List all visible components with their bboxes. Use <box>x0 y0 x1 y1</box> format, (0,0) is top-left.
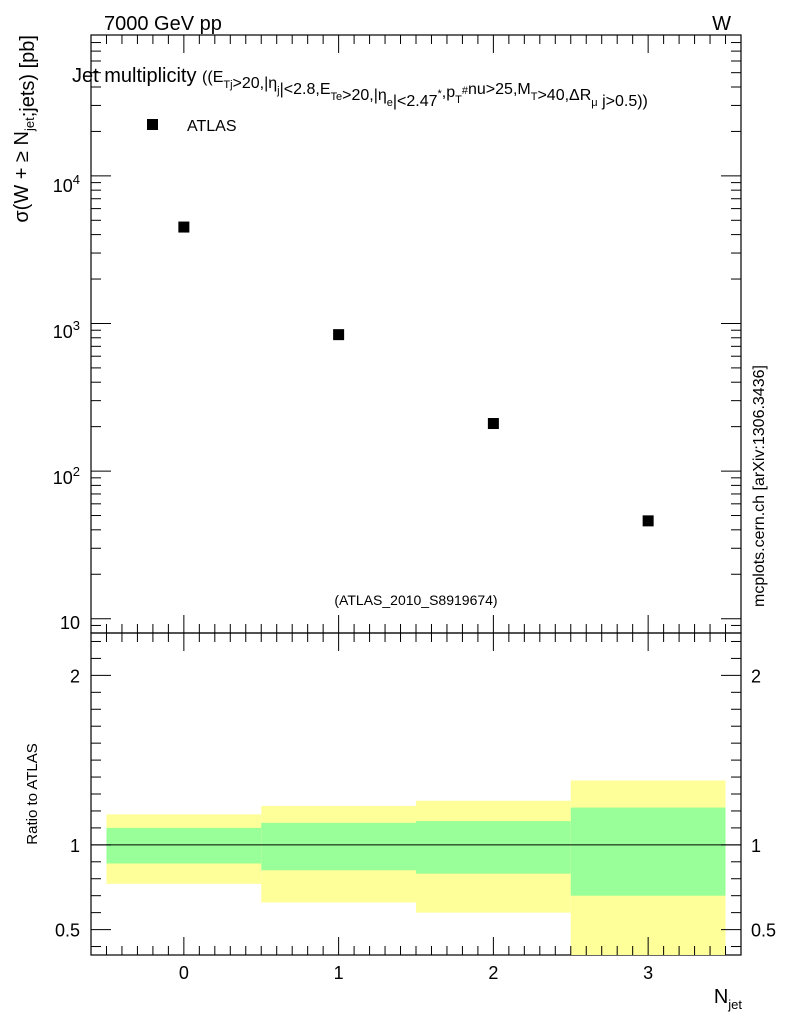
x-tick-label: 3 <box>643 963 653 983</box>
mcplots-watermark: mcplots.cern.ch [arXiv:1306.3436] <box>751 365 768 607</box>
ratio-band-inner-2 <box>416 821 571 874</box>
ratio-band-inner-0 <box>106 827 262 864</box>
ratio-y-tick-label-right: 2 <box>751 666 761 686</box>
y-tick-label-10000: 104 <box>53 172 80 196</box>
data-point-1 <box>333 329 345 341</box>
ratio-axis-ticks <box>91 640 741 948</box>
x-tick-label: 2 <box>488 963 498 983</box>
x-axis-label: Njet <box>714 986 743 1012</box>
main-y-axis-label: σ(W + ≥ Njet;jets) [pb] <box>11 35 39 223</box>
header-energy-label: 7000 GeV pp <box>104 13 222 35</box>
x-tick-label: 0 <box>179 963 189 983</box>
data-point-0 <box>178 221 190 233</box>
ratio-y-tick-label-left: 2 <box>70 666 80 686</box>
ratio-y-tick-labels: 0.5 0.5 1 1 2 2 <box>55 666 776 940</box>
main-axis-ticks <box>91 34 741 634</box>
legend-marker <box>147 119 158 130</box>
data-point-3 <box>642 515 654 527</box>
ratio-band-inner-3 <box>570 807 726 896</box>
x-tick-label: 1 <box>334 963 344 983</box>
x-tick-labels: 0 1 2 3 <box>179 963 653 983</box>
ratio-y-tick-label-right: 1 <box>751 836 761 856</box>
y-tick-label-100: 102 <box>53 464 80 488</box>
y-tick-label-10: 10 <box>60 613 80 633</box>
ratio-y-tick-label-right: 0.5 <box>751 921 776 941</box>
x-axis-ticks <box>105 35 727 955</box>
data-points <box>178 221 654 527</box>
y-tick-label-1000: 103 <box>53 318 80 342</box>
ratio-y-tick-label-left: 1 <box>70 836 80 856</box>
ratio-band-inner-1 <box>261 822 416 871</box>
plot-title: Jet multiplicity ((ETj>20,|ηj|<2.8,ETe>2… <box>72 65 648 110</box>
analysis-id-watermark: (ATLAS_2010_S8919674) <box>334 592 497 608</box>
data-point-2 <box>487 418 499 430</box>
ratio-y-axis-label: Ratio to ATLAS <box>24 743 41 844</box>
main-y-tick-labels: 10 102 103 104 <box>53 172 80 633</box>
ratio-y-tick-label-left: 0.5 <box>55 921 80 941</box>
legend-entry-atlas: ATLAS <box>187 118 237 135</box>
header-process-label: W <box>712 13 731 35</box>
ratio-bands <box>106 780 726 955</box>
